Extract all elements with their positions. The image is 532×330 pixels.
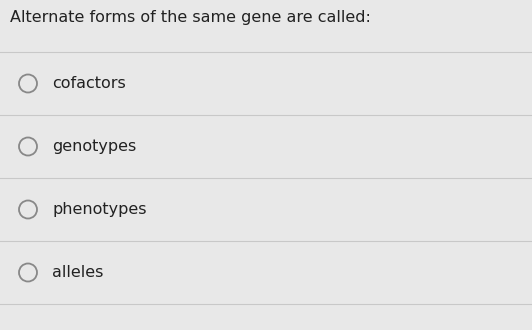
Text: genotypes: genotypes — [52, 139, 136, 154]
Text: Alternate forms of the same gene are called:: Alternate forms of the same gene are cal… — [10, 10, 371, 25]
Text: alleles: alleles — [52, 265, 103, 280]
Text: phenotypes: phenotypes — [52, 202, 146, 217]
Text: cofactors: cofactors — [52, 76, 126, 91]
